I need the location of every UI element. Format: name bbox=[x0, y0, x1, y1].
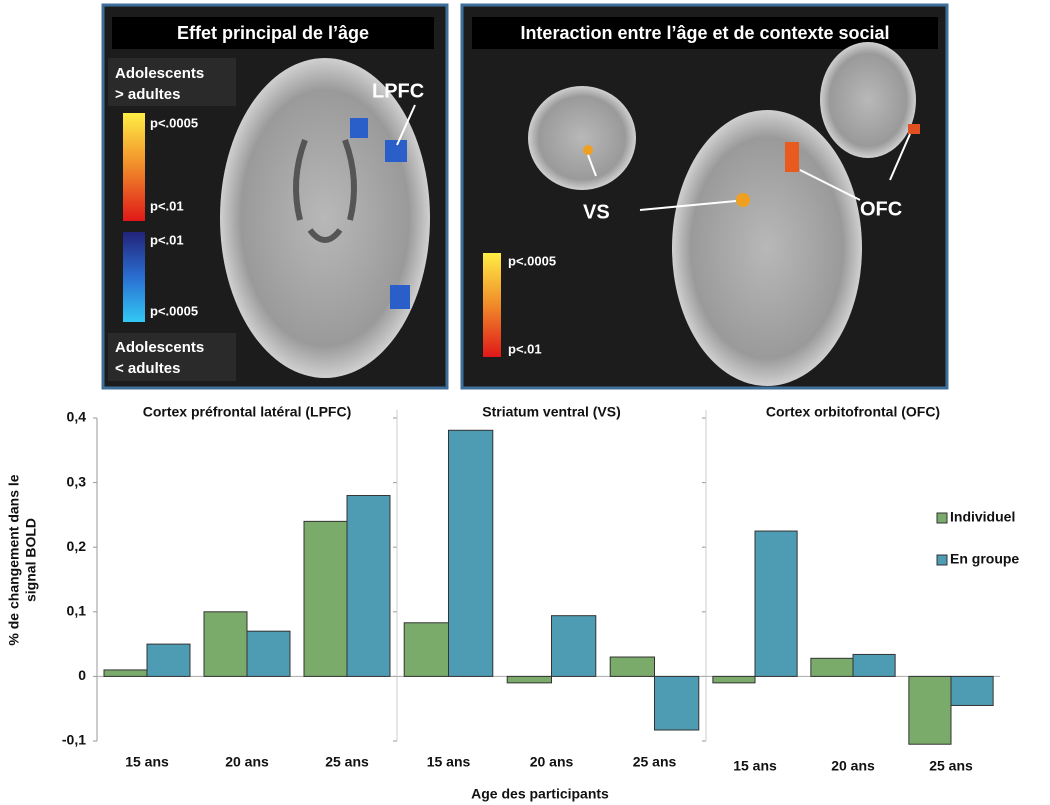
brain bbox=[220, 58, 430, 378]
blob bbox=[385, 140, 407, 162]
x-tick-label: 15 ans bbox=[427, 754, 471, 770]
x-tick-label: 20 ans bbox=[530, 754, 574, 770]
bar bbox=[146, 643, 191, 677]
bar bbox=[346, 495, 391, 677]
panel-title: Cortex orbitofrontal (OFC) bbox=[766, 404, 940, 420]
bar bbox=[403, 622, 449, 677]
x-tick-label: 15 ans bbox=[733, 758, 777, 774]
y-tick-label: 0 bbox=[78, 667, 86, 683]
x-tick-label: 15 ans bbox=[125, 754, 169, 770]
label: < adultes bbox=[115, 360, 180, 377]
colorbar bbox=[483, 253, 501, 357]
bar bbox=[852, 653, 896, 677]
bar bbox=[810, 657, 854, 677]
y-axis-label: % de changement dans le bbox=[6, 474, 22, 645]
pointer bbox=[587, 154, 597, 177]
panel-title: Interaction entre l’âge et de contexte s… bbox=[520, 23, 889, 43]
title-box bbox=[112, 17, 434, 49]
x-tick-label: 20 ans bbox=[225, 754, 269, 770]
y-tick-label: -0,1 bbox=[62, 732, 86, 748]
legend-swatch bbox=[936, 512, 948, 524]
blob bbox=[785, 142, 799, 172]
y-tick-label: 0,4 bbox=[67, 409, 87, 425]
x-tick-label: 20 ans bbox=[831, 758, 875, 774]
brain bbox=[672, 110, 862, 386]
region-label: LPFC bbox=[372, 80, 424, 102]
bar bbox=[908, 675, 952, 745]
y-axis-label: signal BOLD bbox=[23, 518, 39, 602]
x-tick-label: 25 ans bbox=[633, 754, 677, 770]
panel-title: Effet principal de l’âge bbox=[177, 23, 369, 43]
label: Adolescents bbox=[115, 65, 204, 82]
region-label: OFC bbox=[860, 198, 902, 220]
pointer bbox=[889, 133, 911, 181]
label-box bbox=[108, 58, 236, 106]
label-box bbox=[108, 333, 236, 381]
blob bbox=[583, 145, 593, 155]
x-tick-label: 25 ans bbox=[929, 758, 973, 774]
label: > adultes bbox=[115, 86, 180, 103]
blob bbox=[908, 124, 920, 134]
pointer bbox=[799, 169, 861, 201]
panel-title: Cortex préfrontal latéral (LPFC) bbox=[143, 404, 351, 420]
bar bbox=[103, 669, 148, 677]
scale-label: p<.01 bbox=[150, 198, 184, 213]
scale-label: p<.0005 bbox=[508, 253, 556, 268]
y-tick-label: 0,2 bbox=[67, 538, 87, 554]
brain bbox=[820, 42, 916, 158]
colorbar bbox=[123, 232, 145, 322]
blob bbox=[736, 193, 750, 207]
pointer bbox=[396, 104, 416, 146]
bar bbox=[303, 520, 348, 677]
x-tick-label: 25 ans bbox=[325, 754, 369, 770]
bar bbox=[950, 675, 994, 706]
y-tick-label: 0,3 bbox=[67, 473, 87, 489]
brain-detail bbox=[293, 138, 357, 243]
x-axis-label: Age des participants bbox=[471, 786, 609, 802]
region-label: VS bbox=[583, 201, 610, 223]
bar bbox=[448, 429, 494, 677]
bar bbox=[609, 656, 656, 677]
y-tick-label: 0,1 bbox=[67, 603, 87, 619]
bar bbox=[654, 675, 700, 731]
label: Adolescents bbox=[115, 339, 204, 356]
blob bbox=[350, 118, 368, 138]
colorbar bbox=[123, 113, 145, 221]
blob bbox=[390, 285, 410, 309]
legend-label: Individuel bbox=[950, 509, 1015, 525]
bar bbox=[203, 611, 248, 677]
legend-swatch bbox=[936, 554, 948, 566]
bar bbox=[506, 675, 552, 684]
scale-label: p<.01 bbox=[150, 232, 184, 247]
brain bbox=[528, 86, 636, 190]
bar bbox=[712, 675, 756, 684]
scale-label: p<.0005 bbox=[150, 303, 198, 318]
bar bbox=[754, 530, 798, 677]
bar bbox=[246, 630, 291, 677]
scale-label: p<.01 bbox=[508, 341, 542, 356]
bar bbox=[551, 615, 597, 677]
panel-title: Striatum ventral (VS) bbox=[482, 404, 620, 420]
pointer bbox=[639, 200, 737, 211]
legend-label: En groupe bbox=[950, 551, 1019, 567]
scale-label: p<.0005 bbox=[150, 115, 198, 130]
